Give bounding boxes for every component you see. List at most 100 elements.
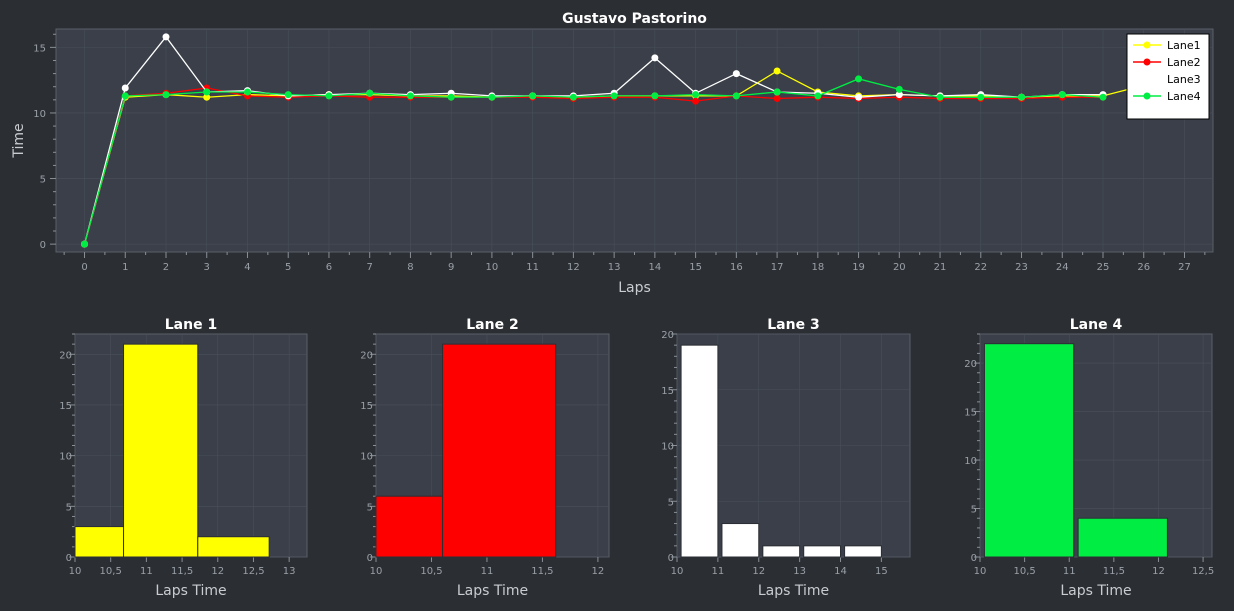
histogram-bar [197, 536, 270, 558]
data-point [773, 88, 781, 96]
data-point [284, 91, 292, 99]
data-point [488, 93, 496, 101]
x-tick-label: 13 [793, 566, 806, 577]
x-tick-label: 1 [122, 262, 128, 273]
x-tick-label: 12 [752, 566, 765, 577]
data-point [936, 93, 944, 101]
y-tick-label: 15 [59, 401, 72, 412]
series-line [83, 87, 1104, 245]
x-tick-label: 11,5 [531, 566, 553, 577]
legend-marker [1143, 58, 1151, 66]
histogram-bar [983, 343, 1075, 558]
x-tick-label: 12 [1152, 566, 1165, 577]
y-tick-label: 5 [40, 175, 46, 186]
data-point [121, 84, 129, 92]
legend-label: Lane3 [1167, 73, 1201, 86]
x-tick-label: 4 [244, 262, 250, 273]
data-point [243, 88, 251, 96]
x-tick-label: 7 [367, 262, 373, 273]
y-tick-label: 0 [66, 553, 72, 564]
y-tick-label: 10 [360, 452, 373, 463]
data-point [895, 91, 903, 99]
legend-marker [1143, 41, 1151, 49]
series-lane4 [81, 75, 1107, 248]
x-tick-label: 11 [526, 262, 539, 273]
histogram-bar [123, 343, 199, 558]
y-tick-label: 10 [661, 442, 674, 453]
data-point [773, 95, 781, 103]
y-tick-label: 5 [367, 502, 373, 513]
legend-label: Lane4 [1167, 90, 1201, 103]
x-tick-label: 14 [834, 566, 847, 577]
x-tick-label: 17 [771, 262, 784, 273]
x-tick-label: 25 [1097, 262, 1110, 273]
x-tick-label: 18 [811, 262, 824, 273]
x-tick-label: 11 [1063, 566, 1076, 577]
histogram-bar [74, 526, 125, 558]
y-tick-label: 0 [40, 240, 46, 251]
x-tick-label: 11 [481, 566, 494, 577]
data-point [651, 92, 659, 100]
x-tick-label: 23 [1015, 262, 1028, 273]
x-tick-label: 15 [875, 566, 888, 577]
histogram-lane-3: 10 11 12 13 14 15 0 5 10 15 20 Lane 3 Laps Time [661, 317, 911, 599]
x-tick-label: 6 [326, 262, 332, 273]
data-point [651, 54, 659, 62]
data-point [81, 240, 89, 248]
data-point [1058, 91, 1066, 99]
x-tick-label: 10 [671, 566, 684, 577]
data-point [529, 92, 537, 100]
legend-box [1126, 33, 1210, 120]
histogram-title: Lane 3 [767, 317, 819, 333]
line-chart-ylabel: Time [11, 123, 27, 158]
x-tick-label: 19 [852, 262, 865, 273]
y-tick-label: 20 [59, 350, 72, 361]
data-point [325, 92, 333, 100]
y-tick-label: 10 [59, 452, 72, 463]
data-point [773, 67, 781, 75]
histogram-lane-4: 10 10,5 11 11,5 12 12,5 0 5 10 15 20 Lane 4 Laps Tim… [964, 317, 1214, 599]
y-tick-label: 15 [33, 43, 46, 54]
y-tick-label: 0 [367, 553, 373, 564]
x-tick-label: 20 [893, 262, 906, 273]
x-tick-label: 14 [649, 262, 662, 273]
histogram-bar [721, 523, 760, 558]
x-tick-label: 10 [486, 262, 499, 273]
y-tick-label: 5 [66, 502, 72, 513]
data-point [732, 70, 740, 78]
y-tick-label: 0 [668, 553, 674, 564]
histogram-bar [442, 343, 557, 558]
x-tick-label: 16 [730, 262, 743, 273]
histogram-lane-2: 10 10,5 11 11,5 12 0 5 10 15 20 Lane 2 Laps Time [360, 317, 610, 599]
x-tick-label: 10 [974, 566, 987, 577]
x-tick-label: 12 [592, 566, 605, 577]
x-tick-label: 24 [1056, 262, 1069, 273]
y-tick-label: 15 [964, 408, 977, 419]
data-point [732, 92, 740, 100]
histogram-bar [1077, 517, 1168, 558]
x-tick-label: 5 [285, 262, 291, 273]
data-point [692, 97, 700, 105]
x-tick-label: 11,5 [171, 566, 193, 577]
x-tick-label: 13 [608, 262, 621, 273]
data-point [203, 88, 211, 96]
x-tick-label: 2 [163, 262, 169, 273]
y-tick-label: 10 [33, 109, 46, 120]
legend-marker [1143, 92, 1151, 100]
y-tick-label: 20 [661, 330, 674, 341]
y-tick-label: 15 [661, 386, 674, 397]
x-tick-label: 3 [204, 262, 210, 273]
y-tick-label: 10 [964, 456, 977, 467]
x-tick-label: 0 [81, 262, 87, 273]
line-chart: 0 1 2 3 4 5 6 7 8 9 10 11 12 13 14 15 16 17 18 19 20 21 22 23 24… [11, 11, 1214, 296]
histogram-bar [844, 545, 882, 558]
histogram-bar [803, 545, 842, 558]
data-point [692, 91, 700, 99]
x-tick-label: 11,5 [1103, 566, 1125, 577]
x-tick-label: 21 [934, 262, 947, 273]
legend-label: Lane2 [1167, 56, 1201, 69]
x-tick-label: 12,5 [1192, 566, 1214, 577]
legend-label: Lane1 [1167, 39, 1201, 52]
line-chart-title: Gustavo Pastorino [562, 11, 707, 27]
